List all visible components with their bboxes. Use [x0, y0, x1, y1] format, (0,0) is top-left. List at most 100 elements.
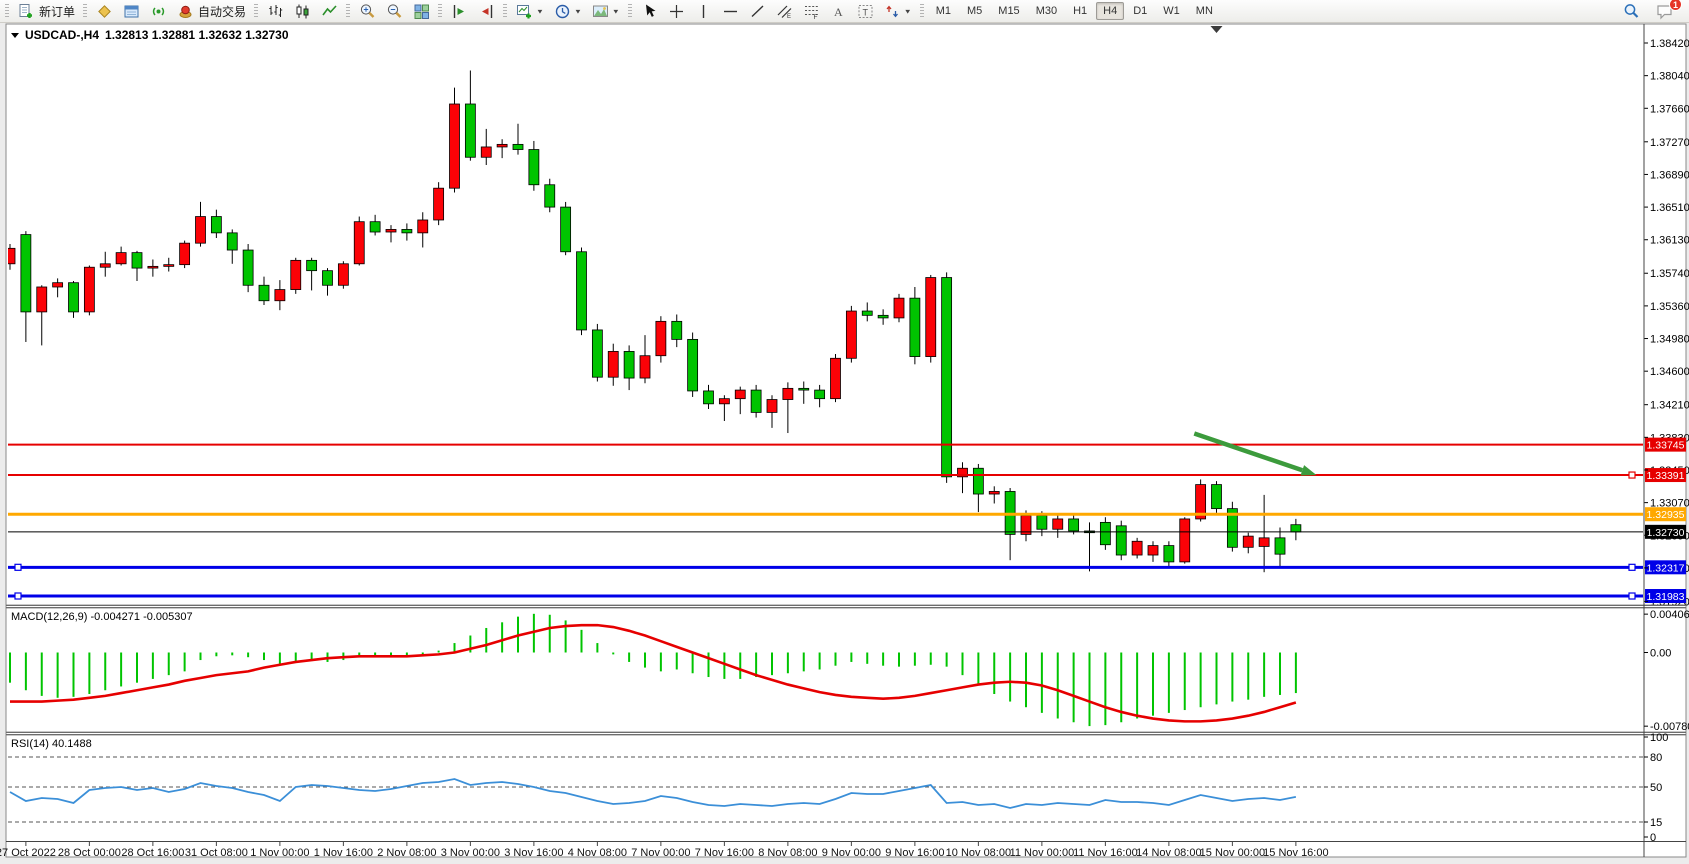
fibonacci-icon: F — [803, 3, 820, 20]
time-axis[interactable]: 27 Oct 2022 28 Oct 00:00 28 Oct 16:00 31 Oc… — [0, 842, 1329, 859]
search-button[interactable] — [1619, 0, 1644, 22]
candle — [179, 240, 191, 269]
price-pane — [8, 26, 1643, 600]
timeframe-mn-button[interactable]: MN — [1195, 5, 1213, 17]
autotrading-button[interactable]: 自动交易 — [173, 0, 250, 22]
metaeditor-button[interactable] — [92, 0, 117, 22]
macd-tick-label: 0.00 — [1650, 648, 1671, 660]
crosshair-tool-button[interactable] — [664, 0, 689, 22]
market-watch-button[interactable] — [119, 0, 144, 22]
chevron-down-icon[interactable]: ▼ — [536, 7, 544, 15]
chart-quotes: 1.32813 1.32881 1.32632 1.32730 — [105, 28, 289, 42]
signals-icon — [150, 3, 167, 20]
candle — [306, 257, 318, 291]
trendline-tool-button[interactable] — [745, 0, 770, 22]
candle — [258, 276, 270, 306]
arrows-tool-button[interactable]: ▼ — [880, 0, 916, 22]
macd-indicator-label: MACD(12,26,9) -0.004271 -0.005307 — [11, 611, 193, 623]
periods-button[interactable]: ▼ — [550, 0, 586, 22]
time-tick-label: 1 Nov 16:00 — [314, 847, 373, 859]
text-tool-button[interactable]: A — [826, 0, 851, 22]
timeframe-m30-button[interactable]: M30 — [1035, 5, 1058, 17]
tile-windows-icon — [413, 3, 430, 20]
timeframe-m15-button[interactable]: M15 — [998, 5, 1020, 17]
timeframe-h1-button[interactable]: H1 — [1073, 5, 1088, 17]
price-marker-1.32730: 1.32730 — [1645, 524, 1686, 539]
candle — [544, 178, 556, 213]
chart-title: USDCAD-,H4 1.32813 1.32881 1.32632 1.327… — [11, 28, 289, 42]
trend-arrow[interactable] — [1193, 431, 1317, 476]
candle — [147, 259, 159, 277]
candle — [941, 272, 953, 483]
candle — [623, 345, 635, 391]
candle — [210, 209, 222, 239]
candle — [893, 293, 905, 323]
templates-button[interactable]: ▼ — [588, 0, 624, 22]
chart-shift-marker-icon[interactable] — [1210, 26, 1223, 33]
chevron-down-icon[interactable]: ▼ — [903, 7, 912, 15]
line-handle[interactable] — [1628, 563, 1636, 571]
timeframe-h4-button[interactable]: H4 — [1096, 2, 1125, 20]
svg-text:1.32317: 1.32317 — [1647, 562, 1685, 574]
time-tick-label: 10 Nov 08:00 — [946, 847, 1011, 859]
timeframe-m5-button[interactable]: M5 — [967, 5, 983, 17]
candle — [99, 251, 111, 277]
line-handle[interactable] — [14, 592, 22, 600]
signals-button[interactable] — [146, 0, 171, 22]
horizontal-line-tool-button[interactable] — [718, 0, 743, 22]
time-tick-label: 28 Oct 00:00 — [58, 847, 121, 859]
auto-scroll-button[interactable] — [447, 0, 472, 22]
candle — [703, 384, 714, 409]
timeframe-w1-button[interactable]: W1 — [1163, 5, 1180, 17]
candlestick-mode-button[interactable] — [290, 0, 315, 22]
timeframe-m1-button[interactable]: M1 — [935, 5, 951, 17]
price-tick-label: 1.34600 — [1650, 366, 1689, 378]
candle — [20, 231, 32, 342]
rsi-tick-label: 100 — [1650, 732, 1668, 744]
macd-tick-label: -0.007809 — [1650, 721, 1689, 733]
candle — [830, 353, 841, 403]
tile-windows-button[interactable] — [409, 0, 434, 22]
candle — [417, 212, 429, 248]
line-handle[interactable] — [14, 563, 22, 571]
notifications-button[interactable]: 1 — [1652, 0, 1682, 22]
new-chart-button[interactable]: ▼ — [512, 0, 548, 22]
candle — [1226, 501, 1238, 552]
chevron-down-icon[interactable]: ▼ — [611, 7, 620, 15]
cursor-tool-button[interactable] — [637, 0, 662, 22]
candle — [687, 332, 699, 397]
candle — [242, 244, 254, 293]
timeframe-d1-button[interactable]: D1 — [1133, 5, 1148, 17]
time-tick-label: 7 Nov 16:00 — [695, 847, 754, 859]
fibonacci-tool-button[interactable]: F — [799, 0, 824, 22]
zoom-in-button[interactable] — [355, 0, 380, 22]
channel-tool-button[interactable]: E — [772, 0, 797, 22]
symbol-menu-icon[interactable] — [11, 32, 19, 38]
price-tick-label: 1.36510 — [1650, 202, 1689, 214]
vertical-line-tool-button[interactable] — [691, 0, 716, 22]
candle — [1131, 537, 1143, 559]
line-chart-mode-button[interactable] — [317, 0, 342, 22]
channel-icon: E — [776, 3, 793, 20]
zoom-out-button[interactable] — [382, 0, 407, 22]
new-order-button[interactable]: 新订单 — [14, 0, 79, 22]
line-handle[interactable] — [1628, 471, 1636, 479]
price-tick-label: 1.33070 — [1650, 498, 1689, 510]
chart-shift-button[interactable] — [474, 0, 499, 22]
chevron-down-icon[interactable]: ▼ — [573, 7, 582, 15]
time-tick-label: 8 Nov 08:00 — [758, 847, 817, 859]
candle — [512, 123, 524, 155]
bar-chart-mode-button[interactable] — [263, 0, 288, 22]
time-tick-label: 1 Nov 00:00 — [250, 847, 309, 859]
line-handle[interactable] — [1628, 592, 1636, 600]
chart-symbol-period: USDCAD-,H4 — [25, 28, 100, 42]
svg-text:E: E — [787, 14, 791, 20]
candle — [909, 286, 921, 365]
rsi-line — [9, 778, 1297, 809]
arrows-icon — [884, 3, 901, 20]
text-label-tool-button[interactable]: T — [853, 0, 878, 22]
candle — [496, 139, 508, 159]
time-tick-label: 15 Nov 00:00 — [1200, 847, 1265, 859]
price-tick-label: 1.36130 — [1650, 235, 1689, 247]
time-tick-label: 4 Nov 08:00 — [568, 847, 627, 859]
